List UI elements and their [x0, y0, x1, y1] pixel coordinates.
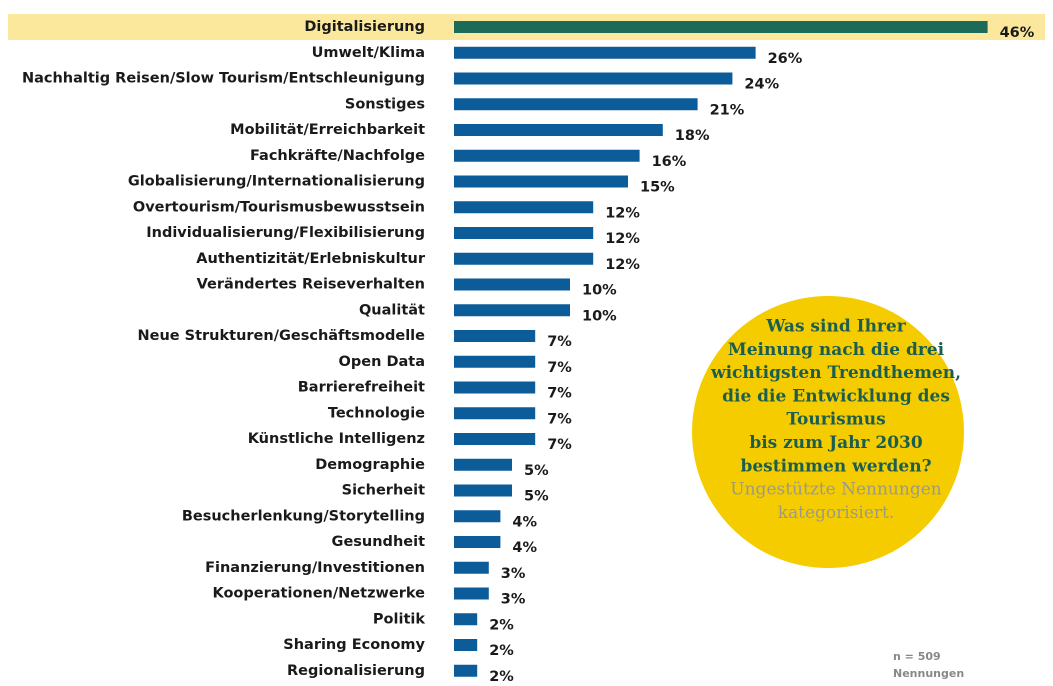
bar [454, 407, 536, 420]
annotation-text: Meinung nach die drei [728, 340, 945, 360]
value-label: 18% [675, 128, 710, 144]
note: n = 509 [893, 650, 941, 663]
bar [454, 252, 594, 265]
note: Nennungen [893, 667, 964, 680]
value-label: 7% [547, 437, 572, 453]
bar [454, 613, 478, 626]
value-label: 3% [501, 592, 526, 608]
annotation-text: Tourismus [786, 410, 885, 430]
value-label: 10% [582, 283, 617, 299]
value-label: 2% [489, 617, 514, 633]
category-label: Sharing Economy [283, 637, 425, 653]
annotation-text: Was sind Ihrer [765, 317, 906, 337]
value-label: 15% [640, 180, 675, 196]
value-label: 7% [547, 411, 572, 427]
value-label: 7% [547, 334, 572, 350]
category-label: Nachhaltig Reisen/Slow Tourism/Entschleu… [22, 71, 425, 87]
bar [454, 433, 536, 445]
value-label: 21% [710, 102, 745, 118]
category-label: Demographie [315, 457, 425, 473]
bar [454, 561, 489, 574]
category-label: Authentizität/Erlebniskultur [196, 251, 426, 267]
category-label: Verändertes Reiseverhalten [197, 277, 425, 293]
bar [454, 536, 501, 548]
annotation-text: die die Entwicklung des [722, 386, 950, 406]
annotation-text: bestimmen werden? [740, 456, 931, 476]
category-label: Regionalisierung [287, 663, 425, 679]
category-label: Sicherheit [342, 483, 425, 499]
annotation-text: bis zum Jahr 2030 [749, 433, 923, 453]
bar [454, 510, 501, 523]
bar [454, 278, 570, 291]
annotation-subtext: Ungestützte Nennungen [730, 480, 941, 500]
bar [454, 46, 756, 59]
value-label: 26% [768, 51, 803, 67]
category-label: Politik [373, 611, 425, 627]
category-label: Sonstiges [345, 96, 425, 112]
value-label: 7% [547, 386, 572, 402]
category-label: Individualisierung/Flexibilisierung [146, 225, 425, 241]
category-label: Künstliche Intelligenz [248, 431, 425, 447]
bar [454, 330, 536, 342]
bar [454, 201, 594, 214]
annotation-circle [692, 296, 964, 568]
category-label: Mobilität/Erreichbarkeit [230, 122, 425, 138]
value-label: 4% [512, 540, 537, 556]
value-label: 2% [489, 669, 514, 685]
bar [454, 124, 663, 136]
bar [454, 175, 628, 188]
value-label: 12% [605, 205, 640, 221]
value-label: 12% [605, 231, 640, 247]
bar [454, 355, 536, 368]
bar [454, 72, 733, 85]
category-label: Globalisierung/Internationalisierung [128, 174, 425, 190]
value-label: 46% [1000, 25, 1035, 41]
bar [454, 98, 698, 111]
bar [454, 639, 478, 651]
category-label: Technologie [328, 405, 425, 421]
category-label: Fachkräfte/Nachfolge [250, 148, 425, 164]
bar [454, 458, 512, 471]
category-label: Umwelt/Klima [312, 45, 425, 61]
category-label: Besucherlenkung/Storytelling [182, 508, 425, 524]
value-label: 4% [512, 514, 537, 530]
value-label: 12% [605, 257, 640, 273]
bar [454, 664, 478, 677]
annotation-subtext: kategorisiert. [778, 503, 895, 523]
category-label: Gesundheit [332, 534, 426, 550]
bar [454, 587, 489, 600]
value-label: 7% [547, 360, 572, 376]
bar [454, 21, 988, 33]
category-label: Finanzierung/Investitionen [205, 560, 425, 576]
bar [454, 484, 512, 497]
category-label: Open Data [339, 354, 425, 370]
annotation-text: wichtigsten Trendthemen, [710, 363, 961, 383]
bar [454, 227, 594, 239]
bar [454, 381, 536, 394]
category-label: Overtourism/Tourismusbewusstsein [133, 199, 425, 215]
bar [454, 149, 640, 162]
value-label: 2% [489, 643, 514, 659]
category-label: Digitalisierung [304, 19, 425, 35]
category-label: Kooperationen/Netzwerke [212, 586, 425, 602]
bar [454, 304, 570, 317]
category-label: Qualität [359, 302, 425, 318]
value-label: 16% [652, 154, 687, 170]
category-label: Neue Strukturen/Geschäftsmodelle [137, 328, 425, 344]
category-label: Barrierefreiheit [298, 380, 425, 396]
value-label: 10% [582, 308, 617, 324]
value-label: 5% [524, 463, 549, 479]
value-label: 3% [501, 566, 526, 582]
value-label: 5% [524, 489, 549, 505]
value-label: 24% [744, 77, 779, 93]
